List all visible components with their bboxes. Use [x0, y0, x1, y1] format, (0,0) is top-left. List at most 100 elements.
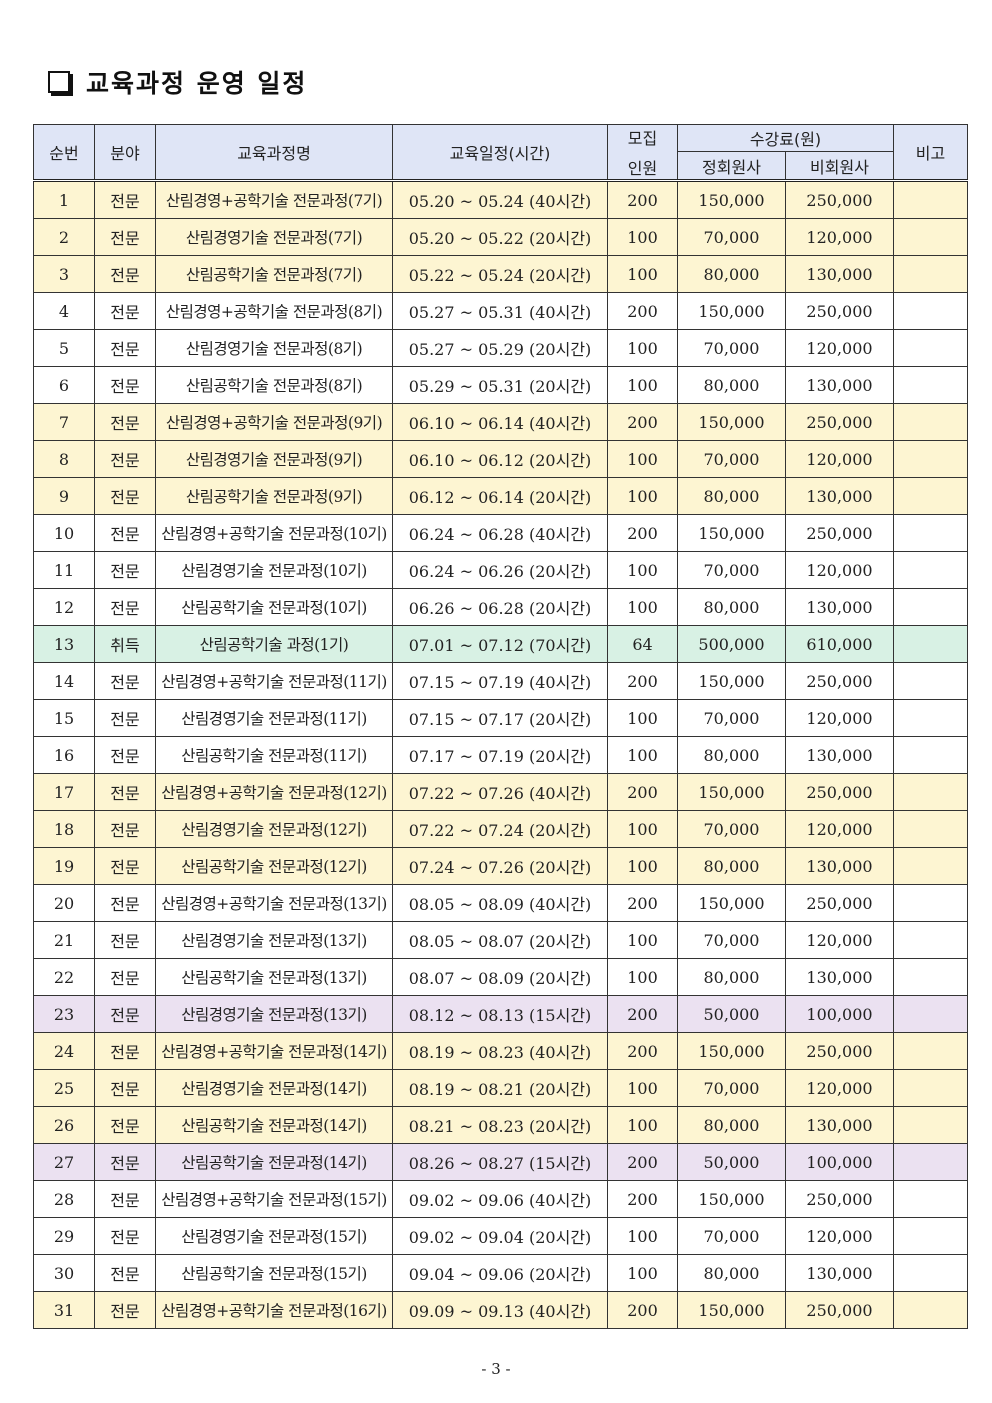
cell-member: 70,000 [677, 329, 786, 367]
cell-field: 전문 [94, 1291, 156, 1329]
cell-course: 산림경영+공학기술 전문과정(13기) [155, 884, 393, 922]
table-row: 30 전문 산림공학기술 전문과정(15기) 09.04 ~ 09.06 (20시간)… [33, 1254, 968, 1292]
cell-nonmember: 250,000 [785, 1032, 894, 1070]
cell-member: 80,000 [677, 847, 786, 885]
cell-course: 산림공학기술 전문과정(15기) [155, 1254, 393, 1292]
cell-capacity: 100 [607, 699, 678, 737]
cell-schedule: 07.01 ~ 07.12 (70시간) [392, 625, 608, 663]
cell-schedule: 06.10 ~ 06.14 (40시간) [392, 403, 608, 441]
table-row: 19 전문 산림공학기술 전문과정(12기) 07.24 ~ 07.26 (20시간)… [33, 847, 968, 885]
cell-field: 전문 [94, 329, 156, 367]
cell-nonmember: 120,000 [785, 921, 894, 959]
cell-course: 산림경영기술 전문과정(11기) [155, 699, 393, 737]
cell-schedule: 06.24 ~ 06.26 (20시간) [392, 551, 608, 589]
cell-nonmember: 130,000 [785, 847, 894, 885]
header-note: 비고 [893, 124, 968, 182]
table-row: 15 전문 산림경영기술 전문과정(11기) 07.15 ~ 07.17 (20시간)… [33, 699, 968, 737]
cell-schedule: 05.22 ~ 05.24 (20시간) [392, 255, 608, 293]
cell-field: 전문 [94, 551, 156, 589]
cell-capacity: 200 [607, 180, 678, 219]
cell-capacity: 100 [607, 255, 678, 293]
cell-course: 산림경영+공학기술 전문과정(14기) [155, 1032, 393, 1070]
cell-schedule: 06.24 ~ 06.28 (40시간) [392, 514, 608, 552]
cell-field: 전문 [94, 440, 156, 478]
cell-course: 산림공학기술 전문과정(10기) [155, 588, 393, 626]
cell-member: 150,000 [677, 884, 786, 922]
cell-nonmember: 120,000 [785, 551, 894, 589]
cell-no: 26 [33, 1106, 95, 1144]
cell-member: 70,000 [677, 699, 786, 737]
cell-note [893, 995, 968, 1033]
cell-schedule: 08.19 ~ 08.23 (40시간) [392, 1032, 608, 1070]
table-row: 28 전문 산림경영+공학기술 전문과정(15기) 09.02 ~ 09.06 (40… [33, 1180, 968, 1218]
cell-note [893, 662, 968, 700]
cell-no: 29 [33, 1217, 95, 1255]
cell-course: 산림경영기술 전문과정(8기) [155, 329, 393, 367]
cell-no: 4 [33, 292, 95, 330]
page-number: - 3 - [481, 1360, 511, 1378]
cell-schedule: 06.26 ~ 06.28 (20시간) [392, 588, 608, 626]
cell-no: 2 [33, 218, 95, 256]
cell-field: 전문 [94, 255, 156, 293]
cell-note [893, 1106, 968, 1144]
table-row: 6 전문 산림공학기술 전문과정(8기) 05.29 ~ 05.31 (20시간) 10… [33, 366, 968, 404]
cell-schedule: 08.07 ~ 08.09 (20시간) [392, 958, 608, 996]
cell-note [893, 180, 968, 219]
table-row: 17 전문 산림경영+공학기술 전문과정(12기) 07.22 ~ 07.26 (40… [33, 773, 968, 811]
header-course: 교육과정명 [155, 124, 393, 182]
cell-field: 전문 [94, 1032, 156, 1070]
cell-member: 150,000 [677, 773, 786, 811]
cell-member: 80,000 [677, 588, 786, 626]
cell-schedule: 05.29 ~ 05.31 (20시간) [392, 366, 608, 404]
cell-schedule: 08.21 ~ 08.23 (20시간) [392, 1106, 608, 1144]
cell-course: 산림경영기술 전문과정(9기) [155, 440, 393, 478]
cell-note [893, 255, 968, 293]
cell-course: 산림공학기술 전문과정(14기) [155, 1143, 393, 1181]
cell-member: 80,000 [677, 255, 786, 293]
cell-capacity: 100 [607, 329, 678, 367]
cell-capacity: 100 [607, 958, 678, 996]
cell-course: 산림경영+공학기술 전문과정(10기) [155, 514, 393, 552]
cell-no: 16 [33, 736, 95, 774]
cell-nonmember: 130,000 [785, 477, 894, 515]
cell-note [893, 921, 968, 959]
cell-no: 14 [33, 662, 95, 700]
cell-schedule: 08.19 ~ 08.21 (20시간) [392, 1069, 608, 1107]
cell-member: 70,000 [677, 921, 786, 959]
cell-no: 10 [33, 514, 95, 552]
cell-field: 전문 [94, 773, 156, 811]
cell-member: 150,000 [677, 662, 786, 700]
cell-capacity: 100 [607, 1254, 678, 1292]
cell-nonmember: 120,000 [785, 218, 894, 256]
cell-nonmember: 100,000 [785, 1143, 894, 1181]
cell-field: 전문 [94, 403, 156, 441]
cell-nonmember: 250,000 [785, 1291, 894, 1329]
cell-note [893, 884, 968, 922]
cell-note [893, 588, 968, 626]
cell-nonmember: 120,000 [785, 1069, 894, 1107]
cell-course: 산림경영기술 전문과정(13기) [155, 921, 393, 959]
header-field: 분야 [94, 124, 156, 182]
cell-course: 산림경영+공학기술 전문과정(9기) [155, 403, 393, 441]
table-row: 31 전문 산림경영+공학기술 전문과정(16기) 09.09 ~ 09.13 (40… [33, 1291, 968, 1329]
header-nonmember: 비회원사 [785, 151, 894, 182]
cell-no: 23 [33, 995, 95, 1033]
cell-capacity: 100 [607, 551, 678, 589]
table-row: 10 전문 산림경영+공학기술 전문과정(10기) 06.24 ~ 06.28 (40… [33, 514, 968, 552]
cell-no: 8 [33, 440, 95, 478]
cell-no: 25 [33, 1069, 95, 1107]
cell-capacity: 100 [607, 1069, 678, 1107]
cell-schedule: 07.22 ~ 07.24 (20시간) [392, 810, 608, 848]
table-row: 12 전문 산림공학기술 전문과정(10기) 06.26 ~ 06.28 (20시간)… [33, 588, 968, 626]
cell-course: 산림경영+공학기술 전문과정(11기) [155, 662, 393, 700]
cell-capacity: 64 [607, 625, 678, 663]
cell-capacity: 200 [607, 1032, 678, 1070]
cell-capacity: 200 [607, 403, 678, 441]
cell-member: 150,000 [677, 1180, 786, 1218]
header-schedule: 교육일정(시간) [392, 124, 608, 182]
cell-member: 80,000 [677, 958, 786, 996]
cell-field: 취득 [94, 625, 156, 663]
cell-no: 21 [33, 921, 95, 959]
cell-note [893, 551, 968, 589]
